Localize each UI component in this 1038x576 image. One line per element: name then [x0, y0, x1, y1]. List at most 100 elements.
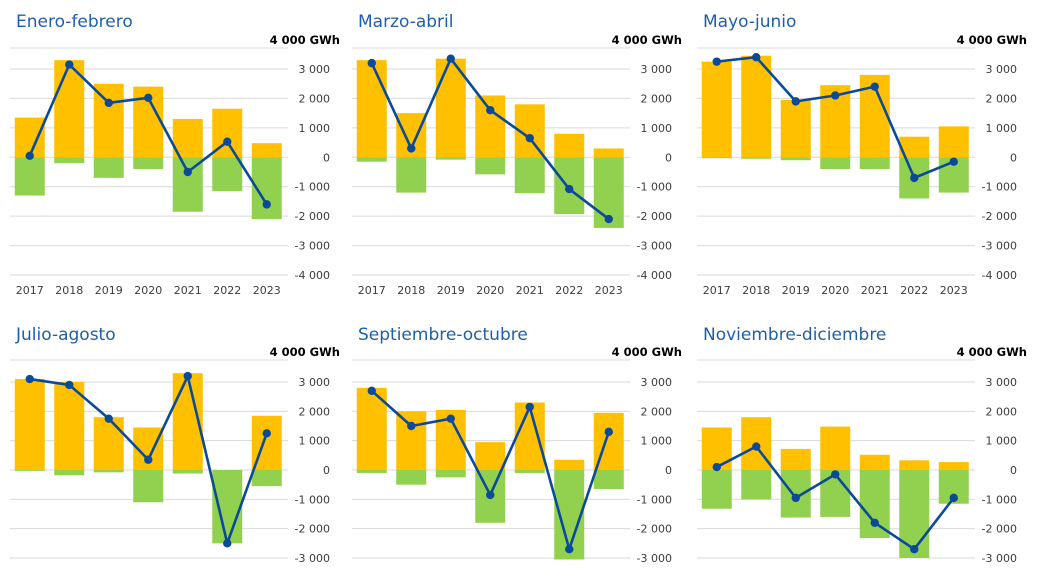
import-bar — [475, 442, 506, 470]
unit-label: 4 000 GWh — [957, 33, 1027, 47]
y-tick-label: -4 000 — [982, 269, 1017, 282]
net-balance-point — [791, 97, 800, 106]
net-balance-point — [144, 455, 153, 464]
net-balance-point — [949, 157, 958, 166]
chart-panel-4: Julio-agosto 4 000 GWh 3 000 2 000 1 000 0 -1 … — [10, 325, 340, 565]
export-bar — [396, 157, 427, 193]
x-tick-label: 2017 — [16, 284, 44, 297]
y-tick-label: -3 000 — [637, 240, 672, 253]
net-balance-point — [144, 93, 153, 103]
x-tick-label: 2021 — [861, 284, 889, 297]
export-bar — [435, 470, 466, 478]
net-balance-point — [604, 214, 613, 224]
export-bar — [741, 157, 772, 159]
y-tick-label: -4 000 — [295, 269, 330, 282]
unit-label: 4 000 GWh — [612, 33, 682, 47]
import-bar — [435, 58, 466, 158]
x-tick-label: 2022 — [900, 284, 928, 297]
export-bar — [859, 157, 890, 170]
y-tick-label: 1 000 — [299, 435, 331, 448]
export-bar — [396, 470, 427, 485]
y-tick-label: 1 000 — [641, 435, 673, 448]
net-balance-point — [870, 518, 879, 527]
x-tick-label: 2020 — [134, 284, 162, 297]
chart-panel-6: Noviembre-diciembre 4 000 GWh 3 000 2 000 1 … — [697, 325, 1027, 565]
y-tick-label: -1 000 — [982, 181, 1017, 194]
net-balance-point — [183, 371, 192, 381]
import-bar — [938, 462, 969, 470]
import-bar — [701, 61, 732, 158]
chart-title: Septiembre-octubre — [358, 325, 528, 345]
x-tick-label: 2017 — [703, 284, 731, 297]
x-tick-label: 2018 — [397, 284, 425, 297]
chart-title: Noviembre-diciembre — [703, 325, 886, 345]
export-bar — [93, 470, 124, 473]
export-bar — [514, 470, 545, 473]
net-balance-point — [407, 144, 416, 153]
export-bar — [212, 157, 243, 192]
import-bar — [780, 448, 811, 470]
net-balance-point — [870, 82, 879, 91]
y-tick-label: -1 000 — [637, 181, 672, 194]
y-tick-label: 1 000 — [641, 122, 673, 135]
x-tick-label: 2021 — [516, 284, 544, 297]
net-balance-point — [525, 133, 534, 143]
y-tick-label: 2 000 — [641, 405, 673, 418]
x-tick-label: 2023 — [940, 284, 968, 297]
y-tick-label: -3 000 — [982, 552, 1017, 565]
y-tick-label: 0 — [323, 151, 330, 164]
import-bar — [356, 60, 387, 158]
x-tick-label: 2019 — [437, 284, 465, 297]
import-bar — [14, 379, 45, 470]
y-tick-label: -2 000 — [637, 523, 672, 536]
import-bar — [554, 459, 585, 470]
x-tick-label: 2021 — [174, 284, 202, 297]
y-tick-label: 3 000 — [641, 376, 673, 389]
net-balance-point — [262, 200, 271, 209]
y-tick-label: 1 000 — [986, 435, 1018, 448]
export-bar — [212, 470, 243, 544]
import-bar — [859, 454, 890, 470]
net-balance-point — [367, 58, 376, 68]
net-balance-point — [262, 429, 271, 438]
net-balance-point — [565, 545, 574, 554]
net-balance-point — [223, 539, 232, 548]
net-balance-point — [65, 380, 74, 390]
y-tick-label: 3 000 — [299, 376, 331, 389]
y-tick-label: 2 000 — [986, 92, 1018, 105]
x-tick-label: 2020 — [476, 284, 504, 297]
net-balance-point — [565, 184, 574, 194]
import-bar — [356, 387, 387, 470]
y-tick-label: -4 000 — [637, 269, 672, 282]
export-bar — [701, 157, 732, 159]
import-bar — [396, 411, 427, 470]
export-bar — [593, 470, 624, 490]
unit-label: 4 000 GWh — [957, 345, 1027, 359]
y-tick-label: 2 000 — [986, 405, 1018, 418]
import-bar — [475, 95, 506, 158]
net-balance-point — [831, 470, 840, 479]
net-balance-point — [104, 414, 113, 423]
y-tick-label: -2 000 — [295, 210, 330, 223]
y-tick-label: -2 000 — [637, 210, 672, 223]
export-bar — [133, 470, 164, 503]
y-tick-label: -2 000 — [982, 523, 1017, 536]
y-tick-label: -1 000 — [637, 493, 672, 506]
chart-panel-5: Septiembre-octubre 4 000 GWh 3 000 2 000 1 0… — [352, 325, 682, 565]
export-bar — [701, 470, 732, 509]
import-bar — [820, 426, 851, 470]
chart-title: Enero-febrero — [16, 12, 133, 32]
chart-title: Marzo-abril — [358, 12, 454, 32]
net-balance-point — [25, 151, 34, 161]
net-balance-point — [910, 173, 919, 183]
export-bar — [899, 470, 930, 558]
net-balance-point — [486, 106, 495, 115]
import-bar — [54, 60, 85, 158]
x-tick-label: 2018 — [742, 284, 770, 297]
import-bar — [93, 417, 124, 470]
net-balance-point — [949, 493, 958, 503]
net-balance-point — [910, 545, 919, 554]
y-tick-label: 1 000 — [986, 122, 1018, 135]
import-bar — [14, 117, 45, 158]
